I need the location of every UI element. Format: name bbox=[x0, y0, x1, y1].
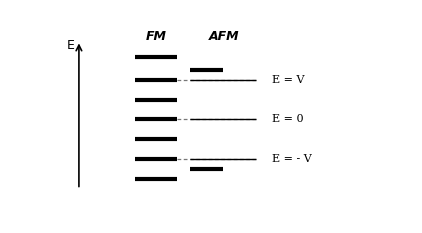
Text: E: E bbox=[67, 39, 75, 52]
Text: E = 0: E = 0 bbox=[272, 114, 303, 124]
Text: E = - V: E = - V bbox=[272, 154, 311, 164]
Text: FM: FM bbox=[145, 31, 166, 43]
Text: E = V: E = V bbox=[272, 75, 304, 85]
Text: AFM: AFM bbox=[209, 31, 240, 43]
